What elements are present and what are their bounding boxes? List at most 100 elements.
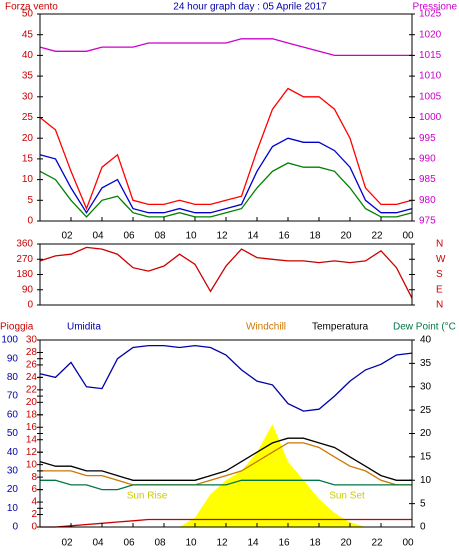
tick-label: 10 xyxy=(7,503,19,514)
pressure-label: Pressione xyxy=(413,2,458,13)
tick-label: 50 xyxy=(22,9,34,20)
x-tick-label: 20 xyxy=(340,231,352,242)
tick-label: 45 xyxy=(22,29,34,40)
tick-label: 40 xyxy=(7,447,19,458)
tick-label: 0 xyxy=(27,300,33,311)
tick-label: N xyxy=(436,239,443,250)
tick-label: S xyxy=(436,269,443,280)
x-tick-label: 18 xyxy=(309,231,321,242)
tick-label: 180 xyxy=(16,269,33,280)
tick-label: 40 xyxy=(420,335,432,346)
tick-label: 16 xyxy=(26,422,38,433)
tick-label: 0 xyxy=(31,522,37,533)
tick-label: 30 xyxy=(420,381,432,392)
series-line xyxy=(39,87,413,211)
tick-label: 90 xyxy=(7,353,19,364)
legend-label: Dew Point (°C xyxy=(393,322,456,333)
x-tick-label: 12 xyxy=(216,231,228,242)
series-line xyxy=(40,442,412,486)
x-tick-label: 14 xyxy=(247,231,259,242)
wind-label: Forza vento xyxy=(5,2,58,13)
x-tick-label: 22 xyxy=(371,538,383,549)
tick-label: 24 xyxy=(26,372,38,383)
x-tick-label: 00 xyxy=(402,231,414,242)
tick-label: N xyxy=(436,300,443,311)
tick-label: 30 xyxy=(26,335,38,346)
tick-label: 26 xyxy=(26,360,38,371)
tick-label: 100 xyxy=(1,335,18,346)
x-tick-label: 22 xyxy=(371,231,383,242)
x-tick-label: 08 xyxy=(154,538,166,549)
annotation: Sun Rise xyxy=(127,491,168,502)
x-tick-label: 10 xyxy=(185,538,197,549)
x-tick-label: 16 xyxy=(278,538,290,549)
series-line xyxy=(39,162,413,218)
tick-label: 6 xyxy=(31,484,37,495)
tick-label: 14 xyxy=(26,434,38,445)
tick-label: 50 xyxy=(7,428,19,439)
tick-label: 15 xyxy=(420,452,432,463)
tick-label: 975 xyxy=(419,216,436,227)
tick-label: 30 xyxy=(22,91,34,102)
tick-label: 10 xyxy=(420,475,432,486)
tick-label: 4 xyxy=(31,497,37,508)
tick-label: 15 xyxy=(22,154,34,165)
tick-label: 0 xyxy=(27,216,33,227)
tick-label: 995 xyxy=(419,133,436,144)
tick-label: 20 xyxy=(26,397,38,408)
tick-label: 5 xyxy=(420,498,426,509)
chart-title: 24 hour graph day : 05 Aprile 2017 xyxy=(173,2,327,13)
x-tick-label: 18 xyxy=(309,538,321,549)
tick-label: 8 xyxy=(31,472,37,483)
tick-label: 985 xyxy=(419,174,436,185)
legend-label: Temperatura xyxy=(312,322,369,333)
x-tick-label: 10 xyxy=(185,231,197,242)
tick-label: 18 xyxy=(26,409,38,420)
x-tick-label: 02 xyxy=(61,231,73,242)
tick-label: 70 xyxy=(7,391,19,402)
tick-label: 20 xyxy=(420,428,432,439)
tick-label: 90 xyxy=(22,284,34,295)
tick-label: 60 xyxy=(7,409,19,420)
tick-label: 10 xyxy=(22,174,34,185)
tick-label: 1005 xyxy=(419,91,442,102)
series-line xyxy=(39,344,413,412)
tick-label: 40 xyxy=(22,50,34,61)
tick-label: 1020 xyxy=(419,29,442,40)
tick-label: 1025 xyxy=(419,9,442,20)
tick-label: 25 xyxy=(420,405,432,416)
legend-label: Umidita xyxy=(67,322,101,333)
tick-label: E xyxy=(436,284,443,295)
tick-label: 30 xyxy=(7,466,19,477)
tick-label: 25 xyxy=(22,112,34,123)
plot-frame xyxy=(39,13,413,222)
tick-label: 12 xyxy=(26,447,38,458)
tick-label: 22 xyxy=(26,385,38,396)
x-tick-label: 16 xyxy=(278,231,290,242)
tick-label: W xyxy=(436,254,446,265)
x-tick-label: 06 xyxy=(123,538,135,549)
tick-label: 80 xyxy=(7,372,19,383)
x-tick-label: 14 xyxy=(247,538,259,549)
tick-label: 0 xyxy=(12,522,18,533)
tick-label: 35 xyxy=(22,71,34,82)
series-line xyxy=(39,137,413,214)
tick-label: 360 xyxy=(16,239,33,250)
legend-label: Pioggia xyxy=(0,322,34,333)
x-tick-label: 20 xyxy=(340,538,352,549)
plot-frame xyxy=(39,243,413,306)
tick-label: 0 xyxy=(420,522,426,533)
tick-label: 980 xyxy=(419,195,436,206)
x-tick-label: 04 xyxy=(92,231,104,242)
tick-label: 2 xyxy=(31,509,37,520)
x-tick-label: 06 xyxy=(123,231,135,242)
x-tick-label: 12 xyxy=(216,538,228,549)
series-line xyxy=(40,479,412,491)
tick-label: 10 xyxy=(26,459,38,470)
series-line xyxy=(39,246,413,299)
tick-label: 20 xyxy=(22,133,34,144)
x-tick-label: 08 xyxy=(154,231,166,242)
x-tick-label: 02 xyxy=(61,538,73,549)
x-tick-label: 00 xyxy=(402,538,414,549)
